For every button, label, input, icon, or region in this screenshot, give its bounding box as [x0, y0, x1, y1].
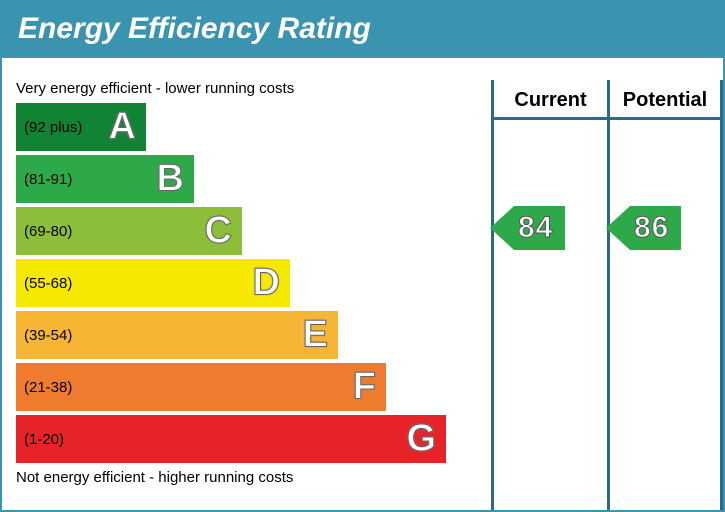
potential-arrow: 86 — [606, 206, 681, 250]
rating-range: (92 plus) — [16, 119, 82, 136]
column-potential-label: Potential — [610, 80, 720, 120]
rating-letter: C — [205, 210, 232, 253]
title: Energy Efficiency Rating — [2, 2, 723, 58]
rating-row-b: (81-91) B — [16, 155, 485, 203]
rating-bar-f: (21-38) F — [16, 363, 386, 411]
potential-value: 86 — [630, 206, 681, 250]
top-label: Very energy efficient - lower running co… — [16, 80, 485, 97]
rating-bar-b: (81-91) B — [16, 155, 194, 203]
rating-row-e: (39-54) E — [16, 311, 485, 359]
rating-range: (21-38) — [16, 379, 72, 396]
rating-row-d: (55-68) D — [16, 259, 485, 307]
rating-letter: A — [109, 106, 136, 149]
column-potential: Potential 86 — [607, 80, 723, 510]
current-arrow: 84 — [490, 206, 565, 250]
rating-letter: B — [157, 158, 184, 201]
rating-bars: Very energy efficient - lower running co… — [2, 58, 485, 510]
rating-letter: D — [253, 262, 280, 305]
rating-range: (81-91) — [16, 171, 72, 188]
rating-range: (39-54) — [16, 327, 72, 344]
rating-bar-e: (39-54) E — [16, 311, 338, 359]
value-columns: Current 84 Potential 86 — [491, 80, 723, 510]
rating-range: (55-68) — [16, 275, 72, 292]
bottom-label: Not energy efficient - higher running co… — [16, 469, 485, 486]
rating-bar-c: (69-80) C — [16, 207, 242, 255]
rating-row-g: (1-20) G — [16, 415, 485, 463]
epc-card: Energy Efficiency Rating Very energy eff… — [0, 0, 725, 512]
rating-bar-d: (55-68) D — [16, 259, 290, 307]
rating-range: (69-80) — [16, 223, 72, 240]
column-current: Current 84 — [491, 80, 607, 510]
arrow-head-icon — [606, 206, 630, 250]
column-current-label: Current — [494, 80, 607, 120]
body: Very energy efficient - lower running co… — [2, 58, 723, 510]
rating-row-c: (69-80) C — [16, 207, 485, 255]
rating-row-a: (92 plus) A — [16, 103, 485, 151]
rating-letter: G — [406, 418, 436, 461]
rating-letter: E — [303, 314, 328, 357]
rating-bar-g: (1-20) G — [16, 415, 446, 463]
arrow-head-icon — [490, 206, 514, 250]
rating-bar-a: (92 plus) A — [16, 103, 146, 151]
rating-range: (1-20) — [16, 431, 64, 448]
current-value: 84 — [514, 206, 565, 250]
rating-row-f: (21-38) F — [16, 363, 485, 411]
rating-letter: F — [353, 366, 376, 409]
